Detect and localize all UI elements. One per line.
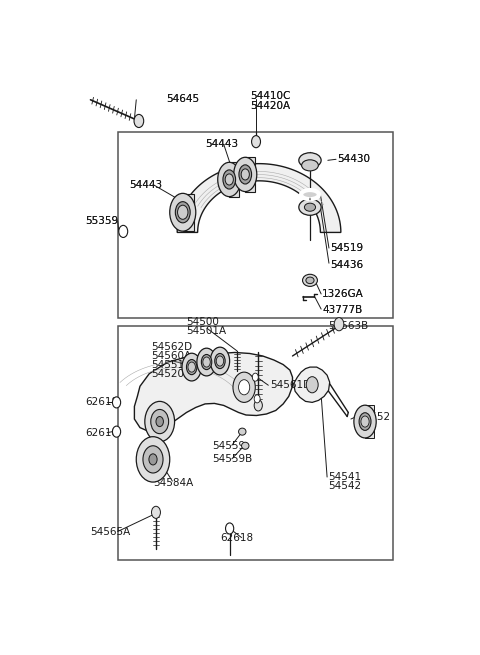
Text: 54645: 54645 (166, 94, 199, 103)
Text: 54562D: 54562D (151, 342, 192, 352)
Circle shape (178, 205, 188, 219)
Ellipse shape (223, 170, 236, 189)
Ellipse shape (354, 405, 376, 438)
Text: 54430: 54430 (337, 155, 370, 164)
Text: 1326GA: 1326GA (322, 290, 364, 299)
Circle shape (233, 372, 255, 402)
Bar (118, 132, 393, 318)
Circle shape (134, 115, 144, 128)
Text: 54551D: 54551D (151, 360, 192, 370)
Polygon shape (134, 352, 292, 432)
Ellipse shape (301, 190, 319, 199)
Circle shape (361, 416, 369, 427)
Ellipse shape (197, 348, 216, 376)
Text: 54645: 54645 (166, 94, 199, 103)
Ellipse shape (239, 165, 252, 184)
Circle shape (203, 357, 210, 367)
Text: 43777B: 43777B (322, 305, 362, 314)
Circle shape (239, 380, 250, 395)
Circle shape (119, 225, 128, 238)
Circle shape (252, 373, 258, 381)
Circle shape (226, 523, 234, 534)
Ellipse shape (299, 199, 321, 215)
Text: 54420A: 54420A (250, 102, 290, 111)
Text: 54420A: 54420A (250, 102, 290, 111)
Text: 54501A: 54501A (186, 326, 227, 336)
Bar (183, 194, 194, 231)
Text: 55359: 55359 (85, 216, 119, 226)
Text: 54500: 54500 (186, 317, 219, 327)
Text: 54430: 54430 (337, 155, 370, 164)
Ellipse shape (202, 354, 212, 369)
Ellipse shape (306, 277, 314, 284)
Bar (365, 405, 374, 438)
Text: 62618: 62618 (85, 428, 119, 438)
Text: 54541: 54541 (329, 472, 362, 482)
Text: 54519: 54519 (330, 243, 363, 253)
Text: 54436: 54436 (330, 260, 363, 271)
Circle shape (149, 454, 157, 465)
Ellipse shape (182, 353, 202, 381)
Ellipse shape (239, 428, 246, 435)
Text: 54443: 54443 (205, 139, 238, 149)
Text: 54520A: 54520A (151, 369, 191, 379)
Text: 54436: 54436 (330, 260, 363, 271)
Text: 54443: 54443 (205, 139, 238, 149)
Text: 54563B: 54563B (328, 321, 368, 331)
Text: 54552: 54552 (358, 411, 391, 422)
Circle shape (306, 377, 318, 393)
Ellipse shape (186, 360, 197, 375)
Bar (229, 162, 239, 196)
Circle shape (241, 169, 249, 180)
Text: 54584A: 54584A (153, 478, 193, 488)
Circle shape (254, 395, 260, 403)
Text: 54565A: 54565A (91, 527, 131, 536)
Ellipse shape (218, 162, 241, 196)
Circle shape (216, 356, 224, 366)
Ellipse shape (299, 153, 321, 168)
Text: 54559: 54559 (212, 441, 245, 451)
Polygon shape (177, 164, 341, 233)
Ellipse shape (302, 274, 317, 286)
Ellipse shape (215, 354, 225, 369)
Text: 54410C: 54410C (250, 91, 290, 102)
Text: 54542: 54542 (329, 481, 362, 491)
Ellipse shape (359, 413, 371, 430)
Circle shape (254, 400, 263, 411)
Circle shape (152, 506, 160, 518)
Ellipse shape (234, 157, 257, 191)
Text: 54561D: 54561D (270, 381, 312, 390)
Circle shape (188, 362, 195, 372)
Circle shape (252, 136, 261, 147)
Circle shape (112, 426, 120, 437)
Bar (245, 157, 254, 191)
Text: 1326GA: 1326GA (322, 290, 364, 299)
Circle shape (112, 397, 120, 408)
Ellipse shape (170, 193, 196, 231)
Text: 54519: 54519 (330, 243, 363, 253)
Circle shape (145, 402, 175, 441)
Bar (118, 326, 393, 560)
Text: 62618: 62618 (85, 398, 119, 407)
Ellipse shape (210, 347, 229, 375)
Circle shape (151, 409, 168, 434)
Circle shape (136, 437, 170, 482)
Polygon shape (294, 367, 330, 402)
Ellipse shape (241, 442, 249, 449)
Ellipse shape (175, 202, 190, 223)
Text: 54559B: 54559B (212, 455, 252, 464)
Text: 62618: 62618 (220, 533, 253, 542)
Text: 54560A: 54560A (151, 351, 191, 361)
Ellipse shape (301, 160, 318, 171)
Ellipse shape (304, 203, 315, 212)
Text: 54443: 54443 (129, 179, 162, 189)
Circle shape (225, 174, 233, 185)
Circle shape (156, 417, 163, 426)
Text: 54443: 54443 (129, 179, 162, 189)
Text: 55359: 55359 (85, 216, 119, 226)
Circle shape (143, 446, 163, 473)
Circle shape (334, 318, 344, 331)
Text: 54410C: 54410C (250, 91, 290, 102)
Text: 43777B: 43777B (322, 305, 362, 314)
